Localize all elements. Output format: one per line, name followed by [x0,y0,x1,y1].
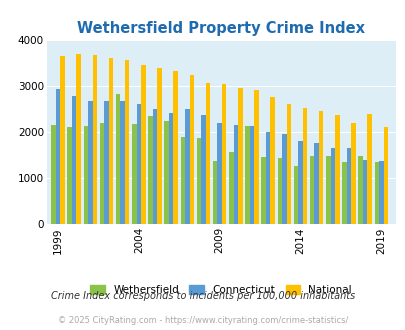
Bar [245,126,249,224]
Bar [212,161,217,224]
Bar [51,125,55,224]
Bar [55,89,60,224]
Bar [189,75,194,224]
Bar [309,155,313,224]
Bar [83,126,88,224]
Bar [334,115,339,224]
Bar [302,109,307,224]
Bar [367,114,371,224]
Bar [378,161,383,224]
Bar [341,162,346,224]
Bar [125,60,129,224]
Bar [60,56,65,224]
Bar [358,155,362,224]
Bar [249,125,254,224]
Bar [72,95,76,224]
Bar [383,127,387,224]
Bar [293,166,298,224]
Bar [148,116,152,224]
Bar [346,148,350,224]
Bar [325,156,330,224]
Bar [92,55,97,224]
Title: Wethersfield Property Crime Index: Wethersfield Property Crime Index [77,21,364,36]
Bar [318,111,323,224]
Text: © 2025 CityRating.com - https://www.cityrating.com/crime-statistics/: © 2025 CityRating.com - https://www.city… [58,316,347,325]
Bar [168,113,173,224]
Bar [237,88,242,224]
Bar [205,83,210,224]
Bar [286,104,290,224]
Bar [196,138,201,224]
Bar [157,68,161,224]
Bar [362,160,367,224]
Bar [373,162,378,224]
Bar [298,141,302,224]
Bar [217,123,222,224]
Bar [330,148,334,224]
Bar [109,58,113,224]
Bar [136,104,141,224]
Bar [132,124,136,224]
Bar [201,115,205,224]
Bar [228,152,233,224]
Bar [180,137,185,224]
Bar [120,101,125,224]
Bar [88,101,92,224]
Bar [233,125,237,224]
Bar [222,84,226,224]
Bar [281,134,286,224]
Bar [254,90,258,224]
Bar [173,72,177,224]
Bar [76,54,81,224]
Bar [141,65,145,224]
Text: Crime Index corresponds to incidents per 100,000 inhabitants: Crime Index corresponds to incidents per… [51,291,354,301]
Bar [152,109,157,224]
Bar [67,127,72,224]
Bar [313,143,318,224]
Legend: Wethersfield, Connecticut, National: Wethersfield, Connecticut, National [90,285,351,295]
Bar [261,157,265,224]
Bar [270,97,274,224]
Bar [104,101,109,224]
Bar [265,132,270,224]
Bar [164,121,168,224]
Bar [115,94,120,224]
Bar [277,158,281,224]
Bar [185,109,189,224]
Bar [100,123,104,224]
Bar [350,123,355,224]
